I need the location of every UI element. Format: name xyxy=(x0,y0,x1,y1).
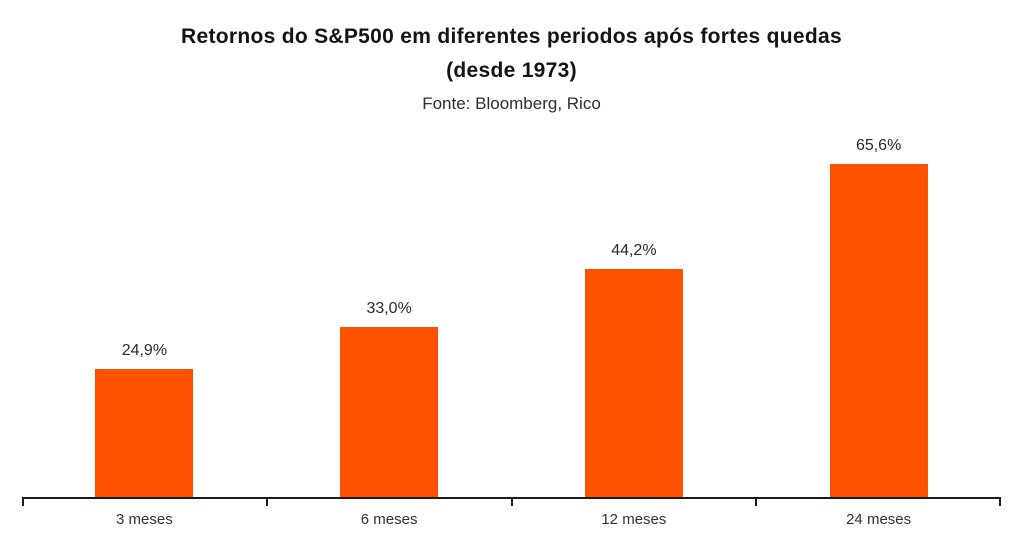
x-axis-ticks xyxy=(22,499,1001,507)
bar-value-label: 65,6% xyxy=(855,137,902,154)
axis-tick xyxy=(22,499,24,506)
axis-tick xyxy=(999,499,1001,506)
x-axis-category-label: 6 meses xyxy=(360,511,418,528)
bar-group: 24,9% xyxy=(22,136,267,497)
axis-tick xyxy=(265,499,268,506)
bar-group: 65,6% xyxy=(756,136,1001,497)
bar-value-label: 24,9% xyxy=(121,341,168,359)
bar-value-label: 44,2% xyxy=(611,242,657,260)
chart-title-line-2: (desde 1973) xyxy=(446,59,577,82)
axis-tick xyxy=(510,499,513,506)
bar-chart: 24,9% 33,0% 44,2% 65,6% 3 meses 6 meses 12 me… xyxy=(22,136,1001,530)
bar xyxy=(340,326,439,497)
chart-title-line-1: Retornos do S&P500 em diferentes periodo… xyxy=(181,25,842,48)
x-axis-category-label: 3 meses xyxy=(116,511,173,528)
chart-header: Retornos do S&P500 em diferentes periodo… xyxy=(0,0,1023,117)
bar xyxy=(95,368,194,497)
bar-value-label: 33,0% xyxy=(366,299,412,317)
axis-tick xyxy=(755,499,758,506)
chart-source-subtitle: Fonte: Bloomberg, Rico xyxy=(422,94,601,113)
bar-group: 33,0% xyxy=(267,136,512,497)
bar xyxy=(829,164,928,497)
bar-group: 44,2% xyxy=(512,136,757,497)
x-axis-labels: 3 meses 6 meses 12 meses 24 meses xyxy=(22,510,1001,530)
x-axis-line xyxy=(22,497,1001,499)
x-axis-category-label: 24 meses xyxy=(846,511,912,528)
x-axis-category-label: 12 meses xyxy=(601,511,667,528)
plot-area: 24,9% 33,0% 44,2% 65,6% xyxy=(22,136,1001,497)
bar xyxy=(584,269,683,497)
